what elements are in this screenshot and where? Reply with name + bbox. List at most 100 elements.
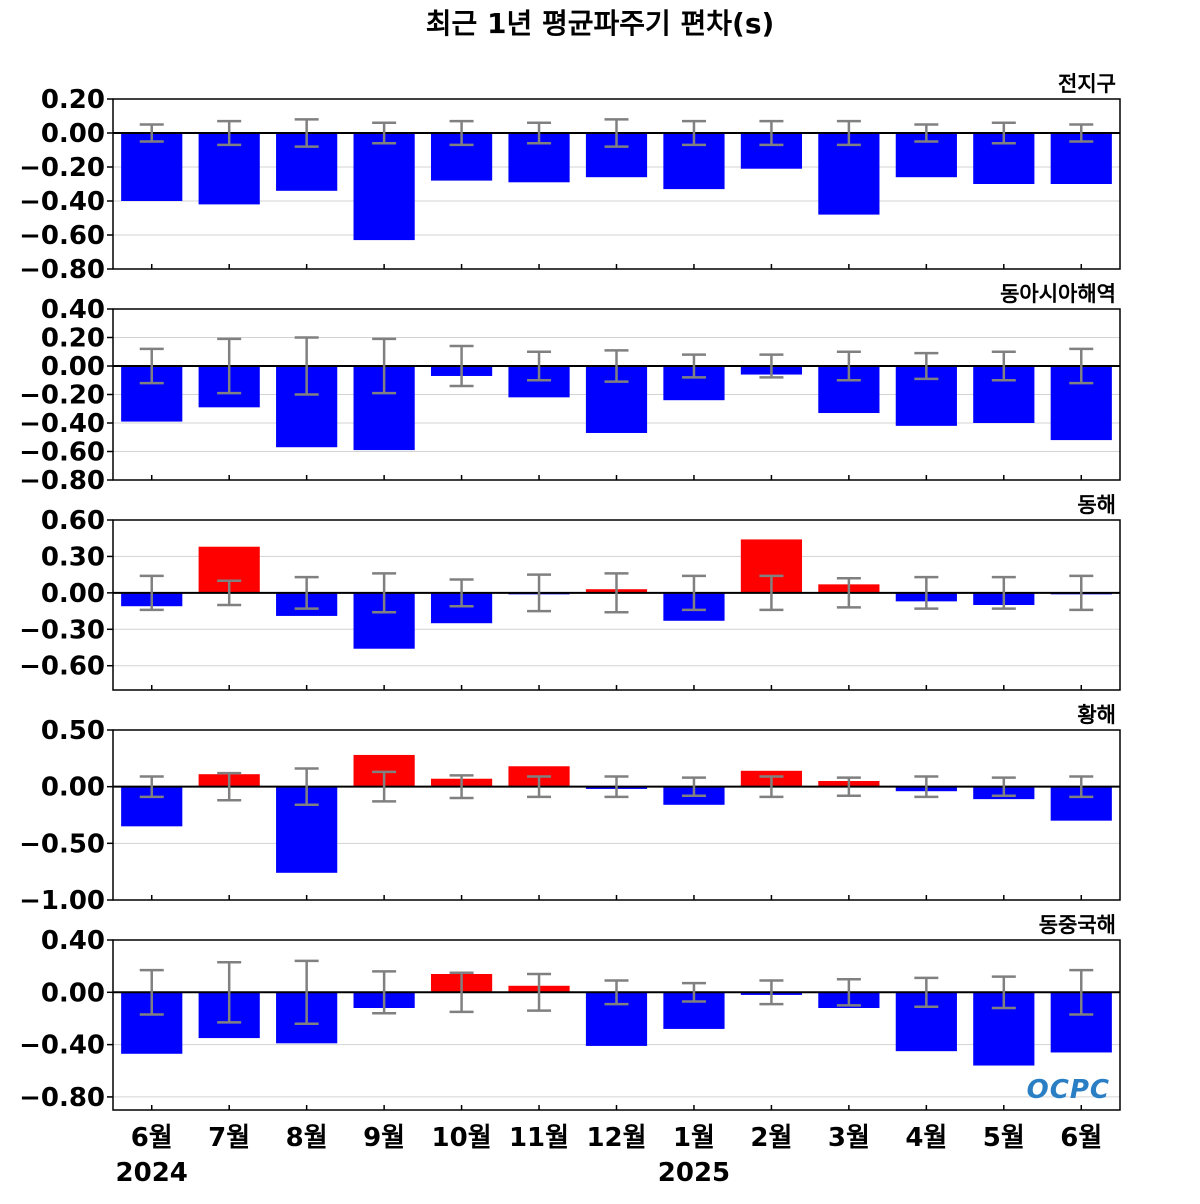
error-bar [139,574,164,612]
error-bar [914,575,939,610]
error-bar [604,979,629,1006]
error-bar [681,574,706,612]
y-tick-label: −0.40 [19,187,105,217]
error-bar [527,121,552,145]
error-bar [527,573,552,613]
error-bar [681,981,706,1003]
y-tick-label: −0.40 [19,1031,105,1061]
ocpc-logo: OCPC [1027,1075,1110,1105]
error-bar [217,771,242,802]
error-bar [604,572,629,614]
y-tick-label: 0.00 [41,978,105,1008]
error-bar [1069,123,1094,143]
y-tick-label: 0.00 [41,579,105,609]
error-bar [449,119,474,147]
error-bar [372,121,397,145]
y-tick-label: −0.80 [19,1083,105,1113]
y-tick-label: 0.00 [41,773,105,803]
x-tick-label: 8월 [286,1123,328,1153]
y-tick-label: 0.40 [41,295,105,325]
panel-1: 0.20 0.00 −0.20 −0.40 −0.60 −0.80 전지구 [19,72,1121,285]
x-tick-label: 10월 [432,1123,492,1153]
error-bar [759,979,784,1006]
error-bar [991,975,1016,1010]
error-bar [372,970,397,1015]
error-bar [372,770,397,803]
y-tick-label: −0.60 [19,221,105,251]
y-tick-label: 0.30 [41,542,105,572]
panel-label: 전지구 [1058,72,1116,96]
y-tick-label: 0.60 [41,506,105,536]
panel-label: 동아시아해역 [1000,282,1116,306]
x-tick-label: 2월 [750,1123,792,1153]
y-tick-label: −1.00 [19,886,105,916]
error-bar [604,775,629,799]
bar [353,133,415,241]
error-bar [759,119,784,147]
chart-title: 최근 1년 평균파주기 편차(s) [426,7,775,40]
y-tick-label: 0.20 [41,85,105,115]
error-bar [836,577,861,609]
error-bar [294,959,319,1025]
error-bar [836,776,861,797]
error-bar [449,971,474,1014]
error-bar [836,119,861,147]
error-bar [759,775,784,799]
error-bar [372,337,397,395]
year-label: 2024 [116,1158,188,1188]
panel-label: 동해 [1077,493,1116,517]
panel-label: 황해 [1077,703,1116,727]
y-tick-label: −0.50 [19,829,105,859]
y-tick-label: −0.60 [19,438,105,468]
error-bar [449,578,474,608]
error-bar [527,775,552,799]
error-bar [991,121,1016,145]
bar [121,133,183,201]
error-bar [604,118,629,148]
error-bar [139,775,164,799]
x-tick-label: 1월 [673,1123,715,1153]
error-bar [1069,775,1094,799]
y-tick-label: 0.00 [41,119,105,149]
bar [818,133,880,215]
x-tick-label: 6월 [131,1123,173,1153]
error-bar [449,774,474,800]
panel-2: 0.400.200.00−0.20−0.40−0.60−0.80 동아시아해역 [19,282,1121,496]
error-bar [681,353,706,379]
year-label: 2025 [658,1158,730,1188]
x-tick-label: 11월 [509,1123,569,1153]
error-bar [759,574,784,612]
x-tick-label: 9월 [363,1123,405,1153]
error-bar [914,976,939,1008]
error-bar [294,118,319,148]
error-bar [449,344,474,388]
error-bar [217,119,242,147]
error-bar [217,337,242,395]
error-bar [759,353,784,379]
y-tick-label: 0.00 [41,352,105,382]
error-bar [294,336,319,396]
plot-frame [112,729,1121,901]
error-bar [217,579,242,607]
error-bar [991,350,1016,382]
error-bar [139,123,164,143]
error-bar [836,350,861,382]
y-tick-label: 0.20 [41,324,105,354]
y-tick-label: −0.80 [19,255,105,285]
error-bar [139,347,164,385]
panel-3: 0.60 0.30 0.00 −0.30 −0.60 동해 [19,493,1121,691]
y-tick-label: −0.20 [19,381,105,411]
error-bar [1069,968,1094,1016]
error-bar [527,972,552,1012]
error-bar [914,351,939,381]
x-tick-label: 5월 [983,1123,1025,1153]
x-tick-label: 12월 [586,1123,646,1153]
y-tick-label: −0.60 [19,652,105,682]
error-bar [604,349,629,383]
y-tick-label: 0.40 [41,926,105,956]
y-tick-label: −0.40 [19,409,105,439]
y-tick-label: −0.80 [19,466,105,496]
error-bar [139,968,164,1016]
